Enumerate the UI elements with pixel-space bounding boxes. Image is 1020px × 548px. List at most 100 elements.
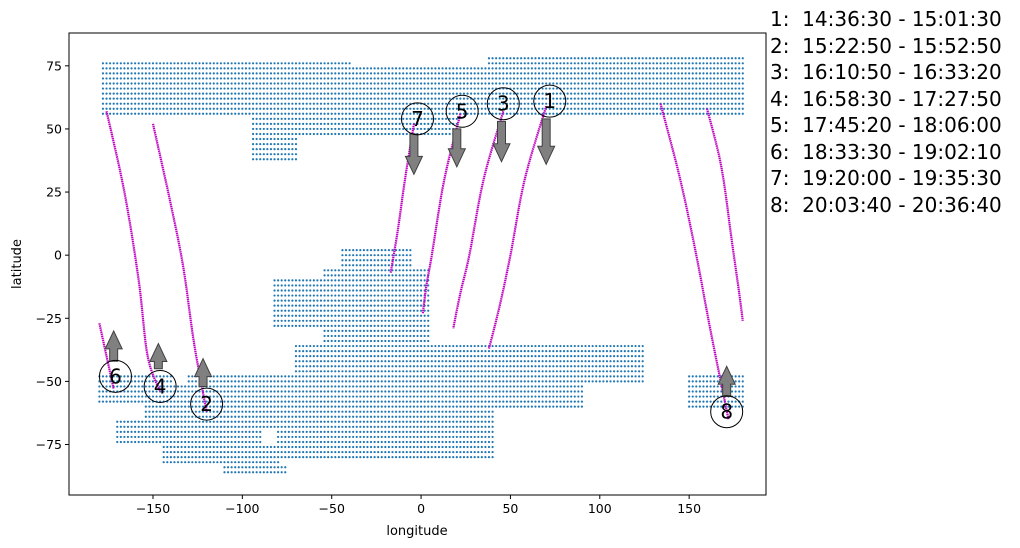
- land-point: [641, 360, 644, 363]
- land-point: [262, 137, 265, 141]
- land-point: [566, 72, 569, 75]
- land-point: [323, 127, 326, 131]
- land-point: [298, 117, 301, 120]
- land-point: [423, 314, 426, 317]
- land-point: [327, 112, 330, 115]
- land-point: [251, 471, 255, 474]
- land-point: [466, 92, 469, 95]
- land-point: [266, 405, 269, 408]
- land-point: [194, 435, 197, 439]
- land-point: [284, 289, 287, 292]
- land-point: [369, 264, 373, 267]
- land-point: [337, 284, 340, 287]
- land-point: [298, 304, 301, 307]
- land-point: [405, 309, 408, 312]
- land-point: [709, 107, 712, 110]
- land-point: [362, 284, 365, 287]
- land-point: [341, 284, 344, 287]
- land-point: [688, 102, 691, 105]
- land-point: [359, 450, 362, 454]
- land-point: [251, 415, 255, 418]
- land-point: [241, 461, 244, 464]
- land-point: [137, 107, 140, 110]
- land-point: [423, 87, 426, 90]
- land-point: [605, 349, 609, 353]
- land-point: [266, 107, 269, 110]
- land-point: [287, 158, 290, 161]
- land-point: [255, 395, 258, 398]
- land-point: [523, 344, 526, 348]
- land-point: [251, 92, 255, 95]
- land-point: [176, 390, 180, 393]
- land-point: [259, 102, 262, 105]
- land-point: [455, 349, 458, 353]
- land-point: [259, 92, 262, 95]
- land-point: [352, 117, 355, 120]
- land-point: [294, 390, 298, 393]
- land-point: [348, 309, 351, 312]
- land-point: [305, 420, 308, 423]
- land-point: [237, 77, 240, 80]
- land-point: [291, 410, 294, 413]
- land-point: [509, 380, 512, 383]
- land-point: [334, 360, 337, 363]
- land-point: [162, 410, 165, 413]
- land-point: [630, 72, 634, 75]
- land-point: [116, 62, 119, 65]
- land-point: [498, 375, 501, 378]
- land-point: [638, 82, 641, 85]
- land-point: [323, 117, 326, 120]
- land-point: [334, 385, 337, 388]
- land-point: [713, 102, 716, 105]
- land-point: [287, 127, 290, 131]
- land-point: [219, 400, 223, 403]
- land-point: [377, 420, 380, 423]
- land-point: [298, 107, 301, 110]
- land-point: [162, 97, 165, 100]
- land-point: [277, 67, 280, 70]
- land-point: [380, 329, 383, 333]
- land-point: [355, 440, 358, 444]
- land-point: [327, 122, 330, 125]
- land-point: [398, 425, 401, 428]
- land-point: [223, 445, 226, 449]
- land-point: [484, 370, 487, 373]
- land-point: [219, 425, 223, 428]
- land-point: [666, 82, 669, 85]
- land-point: [234, 415, 237, 418]
- land-point: [330, 450, 333, 454]
- land-point: [702, 112, 705, 115]
- land-point: [269, 415, 273, 418]
- land-point: [430, 127, 433, 131]
- land-point: [277, 425, 280, 428]
- land-point: [287, 420, 290, 423]
- land-point: [688, 67, 691, 70]
- land-point: [638, 355, 641, 358]
- land-point: [273, 314, 276, 317]
- land-point: [659, 82, 662, 85]
- land-point: [369, 309, 373, 312]
- land-point: [520, 92, 523, 95]
- land-point: [219, 62, 223, 65]
- land-point: [162, 102, 165, 105]
- land-point: [612, 62, 616, 65]
- land-point: [405, 339, 408, 343]
- land-point: [362, 390, 365, 393]
- land-point: [155, 395, 158, 398]
- land-point: [534, 355, 537, 358]
- land-point: [294, 415, 298, 418]
- land-point: [398, 309, 401, 312]
- land-point: [423, 355, 426, 358]
- land-point: [352, 309, 355, 312]
- land-point: [234, 461, 237, 464]
- land-point: [638, 92, 641, 95]
- land-point: [191, 92, 194, 95]
- land-point: [216, 112, 219, 115]
- land-point: [659, 97, 662, 100]
- land-point: [387, 440, 391, 444]
- land-point: [527, 97, 530, 100]
- land-point: [109, 82, 112, 85]
- land-point: [387, 415, 391, 418]
- land-point: [241, 67, 244, 70]
- land-point: [255, 127, 258, 131]
